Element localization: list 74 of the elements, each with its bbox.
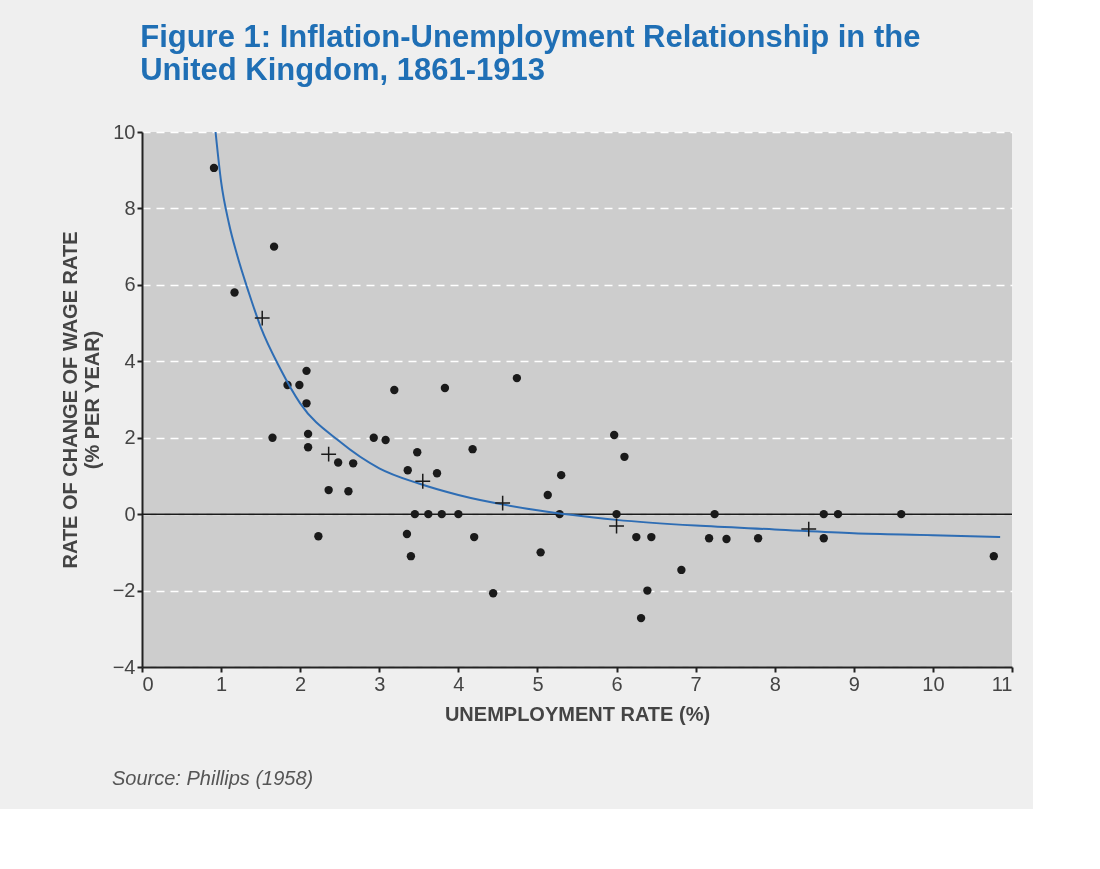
point (632, 532, 641, 542)
point (609, 430, 619, 440)
point (333, 458, 343, 467)
x-tick-label: 1 (216, 672, 228, 695)
point (320, 445, 337, 463)
point (494, 494, 511, 512)
point (390, 385, 399, 395)
point (302, 399, 311, 408)
y-tick-label: 8 (124, 196, 136, 219)
x-tick-label: 5 (532, 672, 544, 695)
text: RATE OF CHANGE OF WAGE RATE (58, 231, 81, 569)
x-tick-label: 9 (848, 672, 860, 695)
point (677, 565, 686, 575)
point (704, 534, 714, 543)
point (413, 448, 422, 457)
y-tick-label: 2 (124, 426, 136, 449)
point (543, 490, 552, 500)
point (722, 534, 731, 544)
x-tick-label: 2 (295, 672, 307, 695)
point (989, 552, 998, 561)
point (636, 613, 646, 623)
point (403, 466, 412, 475)
point (470, 532, 479, 542)
point (608, 517, 625, 535)
point (406, 552, 416, 561)
y-tick-label: 10 (113, 120, 136, 143)
point (344, 487, 353, 496)
point (647, 532, 656, 542)
x-tick-label: 10 (922, 672, 945, 695)
y-tick-label: 6 (124, 273, 136, 296)
point (303, 443, 313, 452)
point (324, 485, 333, 495)
point (402, 529, 412, 539)
point (209, 163, 219, 173)
x-tick-label: 7 (690, 672, 702, 695)
point (369, 433, 378, 442)
x-tick-label: 0 (142, 672, 154, 695)
point (468, 445, 477, 454)
line-series (214, 131, 1002, 539)
point (536, 548, 545, 557)
point (302, 366, 311, 376)
point (381, 435, 390, 445)
x-tick-label: 4 (453, 672, 465, 695)
x-axis-title: UNEMPLOYMENT RATE (%) (444, 702, 711, 725)
point (268, 433, 277, 442)
x-tick-label: 11 (991, 672, 1013, 695)
x-tick-label: 3 (374, 672, 386, 695)
y-tick-label: 4 (124, 349, 136, 372)
text: Figure 1: Inflation-Unemployment Relationship in the (140, 19, 921, 54)
point (348, 459, 358, 468)
point (414, 473, 431, 490)
point (643, 586, 652, 595)
point (512, 373, 522, 383)
point (819, 534, 828, 543)
point (488, 589, 498, 598)
y-tick-label: −4 (112, 655, 136, 678)
point (440, 383, 450, 393)
text: (% PER YEAR) (80, 330, 103, 470)
x-tick-label: 8 (769, 672, 781, 695)
point (620, 452, 629, 461)
y-tick-label: 0 (124, 502, 136, 525)
point (254, 309, 271, 327)
source-note: Source: Phillips (1958) (112, 767, 314, 789)
point (753, 534, 763, 543)
point (269, 242, 279, 251)
point (303, 429, 313, 439)
y-tick-label: −2 (112, 579, 136, 602)
point (432, 469, 442, 478)
point (230, 288, 239, 297)
point (295, 380, 304, 390)
point (557, 470, 566, 480)
x-tick-label: 6 (611, 672, 623, 695)
point (800, 520, 817, 538)
point (314, 532, 323, 541)
